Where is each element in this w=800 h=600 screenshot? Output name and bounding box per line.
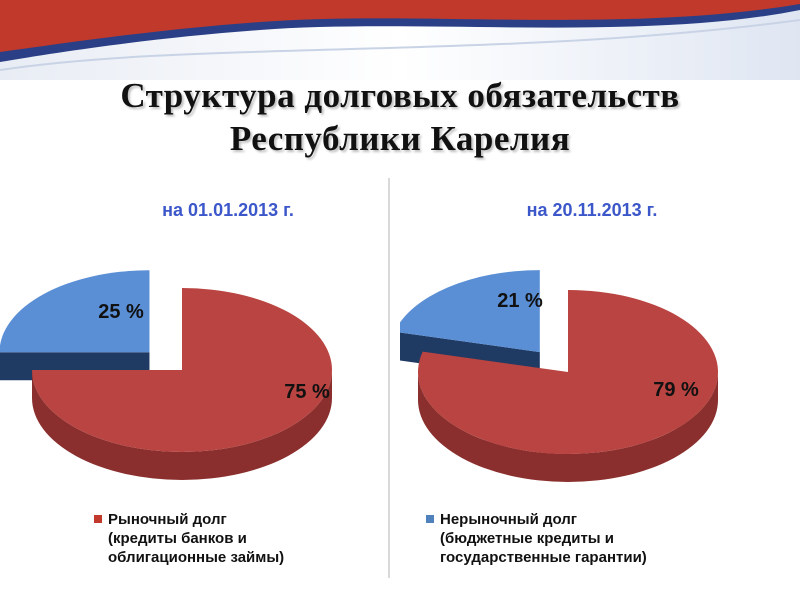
- legend-swatch-market: [94, 515, 102, 523]
- pie-slice-market: [32, 288, 332, 452]
- legend-market-line-3: облигационные займы): [108, 549, 285, 566]
- title-line-2: Республики Карелия: [229, 119, 571, 158]
- pie-slice-side-market: [418, 372, 718, 482]
- period-title-left: на 01.01.2013 г.: [162, 200, 294, 220]
- pie-slice-nonmarket: [0, 270, 150, 353]
- data-label-market: 75 %: [284, 381, 330, 403]
- legend-market: Рыночный долг (кредиты банков и облигаци…: [94, 510, 285, 567]
- pie-chart-right: 79 % 21 %: [400, 270, 718, 482]
- header-wave-red: [0, 0, 800, 52]
- data-label-nonmarket: 21 %: [497, 290, 543, 312]
- pie-chart-left: 75 % 25 %: [0, 270, 332, 480]
- legend-swatch-nonmarket: [426, 515, 434, 523]
- pie-slice-side-market: [32, 370, 332, 480]
- legend-nonmarket: Нерыночный долг (бюджетные кредиты и гос…: [426, 510, 647, 567]
- period-title-right: на 20.11.2013 г.: [526, 200, 658, 220]
- header-wave-line: [0, 19, 800, 71]
- pie-slice-nonmarket: [400, 270, 540, 353]
- title-line-1: Структура долговых обязательств: [120, 76, 680, 115]
- page-title: Структура долговых обязательств Республи…: [0, 74, 800, 160]
- chart-divider: [388, 178, 390, 578]
- legend-nonmarket-line-3: государственные гарантии): [440, 549, 647, 566]
- data-label-market: 79 %: [653, 379, 699, 401]
- legend-nonmarket-line-2: (бюджетные кредиты и: [440, 530, 615, 547]
- legend-market-line-2: (кредиты банков и: [108, 530, 247, 547]
- data-label-nonmarket: 25 %: [98, 301, 144, 323]
- legend-nonmarket-line-1: Нерыночный долг: [440, 511, 578, 528]
- legend-market-line-1: Рыночный долг: [108, 511, 227, 528]
- pie-slice-market: [417, 290, 718, 454]
